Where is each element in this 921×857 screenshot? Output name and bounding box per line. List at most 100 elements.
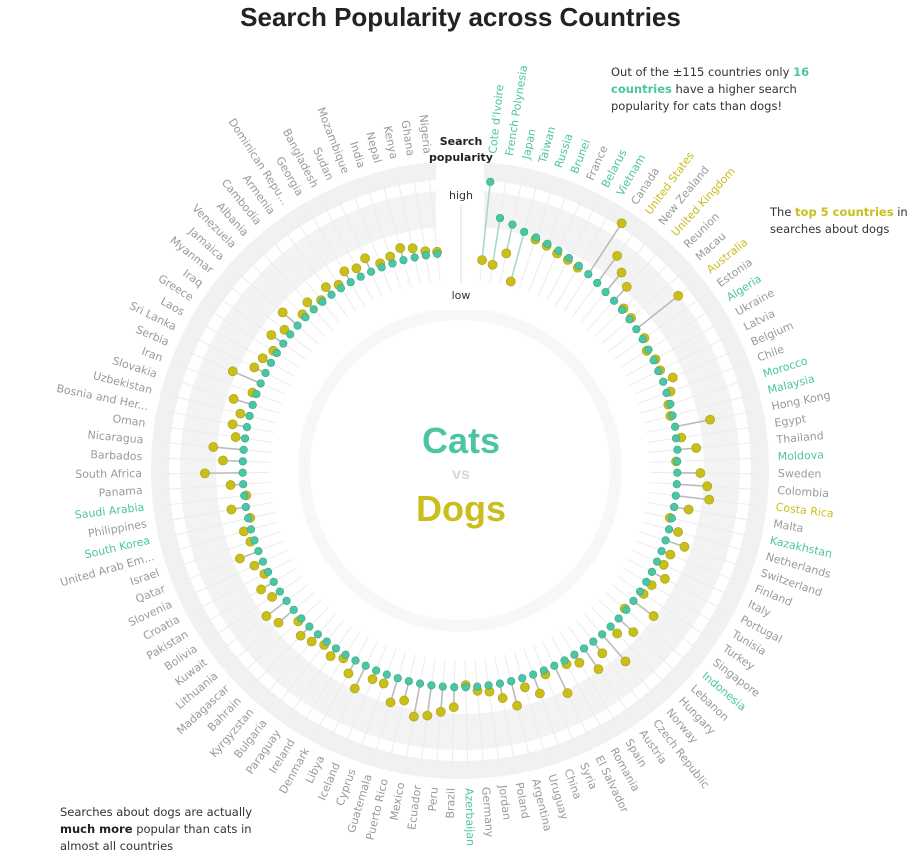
dog-dot: [705, 414, 715, 425]
cat-dot: [305, 622, 314, 631]
grid-spoke: [645, 511, 748, 537]
grid-spoke: [233, 591, 315, 661]
grid-spoke: [178, 381, 279, 414]
axis-high-label: high: [449, 189, 473, 202]
dog-dot: [273, 617, 284, 628]
grid-spoke: [428, 176, 441, 282]
grid-spoke: [632, 549, 728, 595]
dog-dot: [349, 683, 360, 694]
grid-spoke: [244, 599, 322, 672]
grid-spoke: [165, 481, 271, 490]
grid-spoke: [172, 511, 275, 537]
cat-dot: [301, 313, 310, 322]
cat-dot: [238, 457, 247, 466]
connector-line: [232, 370, 262, 385]
connector-line: [587, 222, 623, 275]
cat-dot: [382, 670, 391, 679]
cat-dot: [393, 674, 402, 683]
cat-dot: [671, 491, 680, 500]
grid-spoke: [413, 178, 431, 283]
cat-dot: [484, 681, 493, 690]
grid-spoke: [594, 262, 671, 337]
dog-dot: [395, 243, 406, 253]
cat-dot: [642, 577, 651, 586]
dog-dot: [200, 468, 210, 479]
country-label: Oman: [112, 412, 147, 430]
country-label: Moldova: [777, 448, 824, 463]
dog-dot: [360, 253, 370, 264]
grid-spoke: [367, 189, 402, 290]
cat-dot: [520, 227, 529, 236]
grid-spoke: [192, 549, 288, 595]
grid-spoke: [614, 297, 701, 360]
country-jordan: Jordan: [484, 658, 514, 821]
country-label: South Africa: [75, 467, 142, 481]
dog-dot: [261, 611, 272, 621]
cat-dot: [252, 389, 261, 399]
cat-dot: [673, 445, 682, 454]
cat-dot: [629, 596, 638, 606]
grid-spoke: [291, 625, 352, 713]
country-label: Brazil: [444, 788, 458, 819]
country-label: Colombia: [777, 484, 829, 500]
cat-dot: [570, 650, 579, 659]
country-hong-kong: Hong Kong: [646, 389, 832, 434]
cat-dot: [668, 411, 677, 420]
country-label: Iran: [140, 345, 165, 365]
cat-dot: [461, 683, 470, 692]
dog-dot: [597, 648, 608, 659]
cat-dot: [606, 622, 615, 631]
cat-dot: [589, 637, 598, 646]
cat-dot: [647, 567, 657, 576]
cat-dot: [673, 457, 682, 466]
country-label: Malta: [772, 517, 804, 535]
grid-spoke: [390, 654, 416, 757]
grid-spoke: [199, 558, 293, 609]
cat-dot: [346, 278, 355, 287]
country-azerbaijan: Azerbaijan: [460, 659, 477, 846]
grid-spoke: [641, 381, 742, 414]
grid-spoke: [317, 636, 370, 729]
dog-dot: [226, 504, 237, 515]
connector-line: [675, 494, 710, 501]
dog-dot: [616, 218, 627, 229]
dog-dot: [695, 468, 706, 478]
dog-dot: [520, 682, 530, 693]
dog-dot: [343, 668, 354, 679]
axis-low-label: low: [451, 289, 471, 302]
country-label: Jordan: [496, 783, 514, 820]
country-barbados: Barbados: [90, 448, 271, 466]
country-label: Poland: [513, 781, 533, 819]
dog-dot: [679, 541, 690, 552]
cat-dot: [261, 368, 270, 378]
cat-dot: [377, 263, 386, 272]
dog-dot: [501, 248, 512, 259]
dog-dot: [512, 700, 522, 711]
country-ghana: Ghana: [399, 119, 431, 283]
cat-dot: [584, 270, 593, 279]
dog-dot: [665, 549, 676, 560]
dog-dot: [279, 324, 290, 335]
country-south-africa: South Africa: [75, 467, 271, 481]
country-label: Sweden: [778, 467, 822, 481]
dog-dot: [408, 711, 419, 722]
cat-dot: [242, 423, 252, 432]
grid-spoke: [451, 659, 456, 765]
grid-spoke: [629, 337, 725, 386]
chart-title: Search Popularity across Countries: [240, 2, 681, 32]
cat-dot: [486, 177, 495, 186]
country-egypt: Egypt: [647, 412, 808, 443]
connector-line: [635, 295, 679, 330]
dog-dot: [385, 697, 396, 708]
center-vs-label: vs: [452, 466, 470, 483]
dog-dot: [378, 678, 389, 689]
connector-line: [510, 231, 525, 282]
dog-dot: [367, 674, 378, 685]
dog-dot: [660, 573, 670, 584]
grid-spoke: [297, 222, 357, 312]
grid-spoke: [627, 558, 721, 609]
dog-dot: [648, 611, 659, 621]
dog-dot: [234, 553, 245, 564]
dog-dot: [497, 693, 508, 703]
dog-dot: [230, 432, 241, 442]
